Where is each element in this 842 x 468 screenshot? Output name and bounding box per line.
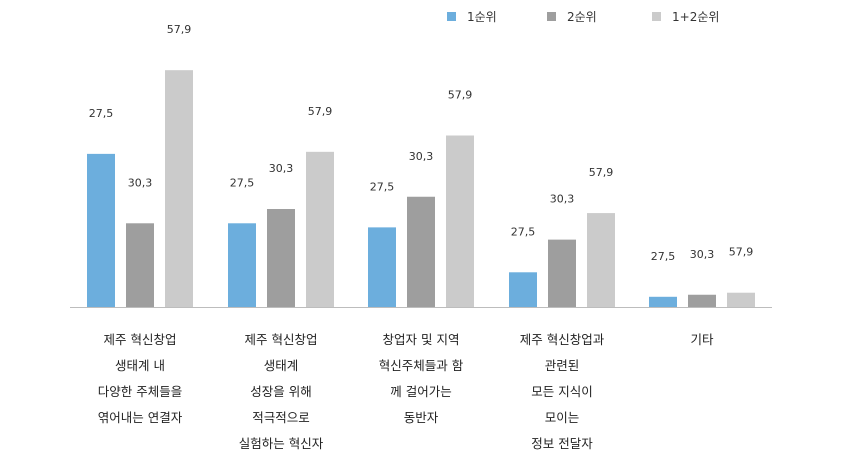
data-label-1-2: 27,5 xyxy=(230,176,255,189)
category-label-1-line-4: 엮어내는 연결자 xyxy=(98,410,183,425)
bar-1-4 xyxy=(509,272,537,307)
legend-label-2: 2순위 xyxy=(567,10,597,24)
bar-1-3 xyxy=(368,227,396,307)
data-label-2-1: 30,3 xyxy=(128,176,153,189)
category-label-4-line-4: 모이는 xyxy=(545,410,580,425)
data-label-2-2: 30,3 xyxy=(269,162,294,175)
category-label-2-line-5: 실험하는 혁신자 xyxy=(239,436,324,451)
data-label-3-3: 57,9 xyxy=(448,89,473,102)
legend-swatch-1 xyxy=(447,12,456,21)
category-label-1-line-1: 제주 혁신창업 xyxy=(104,332,177,347)
data-label-3-1: 57,9 xyxy=(167,23,192,36)
legend-label-1: 1순위 xyxy=(467,10,497,24)
bar-2-5 xyxy=(688,294,716,307)
bar-3-4 xyxy=(587,213,615,307)
category-label-4-line-3: 모든 지식이 xyxy=(531,384,592,399)
bar-3-2 xyxy=(306,151,334,307)
data-label-1-3: 27,5 xyxy=(370,180,395,193)
data-label-1-1: 27,5 xyxy=(89,107,114,120)
data-label-3-4: 57,9 xyxy=(589,166,614,179)
category-label-4-line-5: 정보 전달자 xyxy=(531,436,593,451)
bar-1-2 xyxy=(228,223,256,307)
category-label-5-line-1: 기타 xyxy=(690,332,714,347)
data-label-1-5: 27,5 xyxy=(651,250,676,263)
data-label-2-5: 30,3 xyxy=(690,248,715,261)
category-label-3-line-3: 께 걸어가는 xyxy=(390,384,451,399)
bar-2-3 xyxy=(407,196,435,307)
legend-swatch-2 xyxy=(547,12,556,21)
bar-2-1 xyxy=(126,223,154,307)
legend-swatch-3 xyxy=(652,12,661,21)
data-label-3-5: 57,9 xyxy=(729,246,754,259)
bar-2-2 xyxy=(267,209,295,307)
category-label-4-line-2: 관련된 xyxy=(545,358,580,373)
legend-label-3: 1+2순위 xyxy=(672,10,719,24)
bar-2-4 xyxy=(548,239,576,307)
data-label-2-4: 30,3 xyxy=(550,193,575,206)
category-label-3-line-1: 창업자 및 지역 xyxy=(383,332,460,347)
bar-3-1 xyxy=(165,70,193,308)
category-label-2-line-2: 생태계 xyxy=(264,358,299,373)
bar-3-3 xyxy=(446,135,474,307)
bar-1-5 xyxy=(649,296,677,307)
data-label-1-4: 27,5 xyxy=(511,225,536,238)
data-label-3-2: 57,9 xyxy=(308,105,333,118)
category-label-1-line-2: 생태계 내 xyxy=(115,358,165,373)
category-label-3-line-4: 동반자 xyxy=(404,410,439,425)
category-label-4-line-1: 제주 혁신창업과 xyxy=(520,332,605,347)
category-label-2-line-1: 제주 혁신창업 xyxy=(245,332,318,347)
category-label-2-line-4: 적극적으로 xyxy=(252,410,310,425)
data-label-2-3: 30,3 xyxy=(409,150,434,163)
bar-1-1 xyxy=(87,153,115,307)
category-label-1-line-3: 다양한 주체들을 xyxy=(98,384,182,399)
bar-3-5 xyxy=(727,292,755,307)
category-label-2-line-3: 성장을 위해 xyxy=(250,384,311,399)
category-label-3-line-2: 혁신주체들과 함 xyxy=(379,358,464,373)
